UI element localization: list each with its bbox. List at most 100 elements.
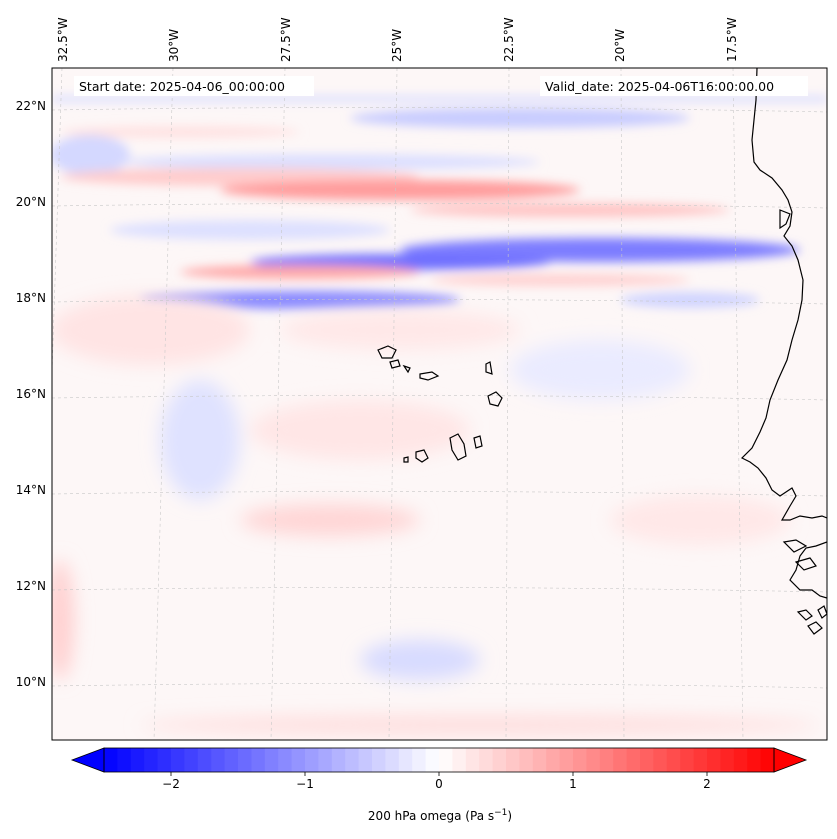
valid-date-text: Valid_date: 2025-04-06T16:00:00.00 (545, 79, 774, 94)
colorbar-segment (519, 748, 534, 772)
africa-coast (740, 68, 827, 521)
start-date-box (74, 76, 314, 96)
colorbar-segment (626, 748, 641, 772)
lat-label: 10°N (16, 675, 46, 689)
colorbar-tick-label: 0 (435, 777, 443, 791)
omega-band-18-5n-blue (400, 238, 800, 262)
lat-label: 20°N (16, 195, 46, 209)
colorbar-segment (278, 748, 293, 772)
lon-label: 20°W (613, 29, 627, 62)
lon-label: 30°W (167, 29, 181, 62)
colorbar-segment (733, 748, 748, 772)
cape-verde-islands (377, 345, 503, 463)
colorbar-segment (707, 748, 721, 772)
lon-label: 17.5°W (725, 17, 739, 62)
colorbar-segment (318, 748, 333, 772)
island-santiago (449, 433, 467, 461)
colorbar: −2 −1 0 1 2 200 hPa omega (Pa s−1) (70, 747, 808, 823)
colorbar-segment (345, 748, 360, 772)
colorbar-segment (613, 748, 628, 772)
colorbar-tick-label: −2 (162, 777, 180, 791)
omega-patch-13n-red (240, 504, 420, 536)
lat-label: 16°N (16, 387, 46, 401)
colorbar-segment (412, 748, 427, 772)
colorbar-segment (760, 748, 775, 772)
island-boa-vista (487, 391, 503, 407)
colorbar-segment (492, 748, 507, 772)
island-sao-vicente (389, 359, 401, 369)
omega-blob-west-blue (52, 135, 130, 175)
coast-inlet-2 (782, 539, 808, 553)
colorbar-segment (171, 748, 185, 772)
colorbar-segment (720, 748, 735, 772)
colorbar-segment (130, 748, 145, 772)
coast-inlet (779, 209, 791, 230)
omega-patch-coast-red (610, 495, 790, 545)
colorbar-segment (479, 748, 494, 772)
lon-tick-labels: 32.5°W 30°W 27.5°W 25°W 22.5°W 20°W 17.5… (56, 17, 739, 62)
coastline (740, 68, 827, 635)
omega-band-19n-red-east (410, 203, 730, 217)
lat-tick-labels: 22°N 20°N 18°N 16°N 14°N 12°N 10°N (16, 99, 46, 689)
colorbar-segment (666, 748, 681, 772)
omega-patch-east-blue (510, 340, 690, 400)
colorbar-segment (573, 748, 587, 772)
omega-patch-central-red (280, 310, 520, 350)
coast-inlet-3 (794, 557, 817, 571)
africa-coast-south (789, 541, 827, 599)
colorbar-segment (211, 748, 226, 772)
colorbar-segment (398, 748, 413, 772)
omega-patch-10n-blue (360, 640, 480, 680)
start-date-text: Start date: 2025-04-06_00:00:00 (79, 79, 285, 94)
colorbar-segment (197, 748, 212, 772)
island-fogo (415, 449, 429, 463)
colorbar-label: 200 hPa omega (Pa s−1) (368, 808, 512, 823)
colorbar-segment (224, 748, 239, 772)
lat-label: 14°N (16, 483, 46, 497)
omega-band-18n-red-east (430, 274, 690, 286)
colorbar-segment (452, 748, 467, 772)
omega-field (52, 96, 827, 735)
colorbar-segment (305, 748, 319, 772)
lon-label: 32.5°W (56, 17, 70, 62)
lat-label: 12°N (16, 579, 46, 593)
colorbar-segment (546, 748, 561, 772)
omega-blob-north-blue (350, 108, 690, 128)
omega-band-18n-red (180, 265, 420, 279)
island-sal (485, 361, 493, 375)
colorbar-segment (532, 748, 547, 772)
colorbar-segment (439, 748, 453, 772)
colorbar-segment (117, 748, 132, 772)
omega-blob-coast-blue (620, 292, 760, 308)
omega-band-top-blue (52, 96, 827, 102)
colorbar-segment (559, 748, 574, 772)
omega-patch-west-red (52, 295, 250, 365)
colorbar-tick-label: 2 (703, 777, 711, 791)
colorbar-segment (599, 748, 614, 772)
island-santa-luzia (402, 364, 411, 374)
colorbar-segment (144, 748, 159, 772)
omega-patch-west-edge-red (52, 560, 74, 680)
omega-patch-sw-blue (160, 380, 240, 500)
colorbar-segment (331, 748, 346, 772)
island-santo-antao (377, 345, 397, 359)
colorbar-segment (251, 748, 266, 772)
colorbar-segment (104, 748, 118, 772)
lat-label: 22°N (16, 99, 46, 113)
map-panel (52, 68, 827, 740)
colorbar-segment (747, 748, 762, 772)
colorbar-tick-label: 1 (569, 777, 577, 791)
colorbar-segment (506, 748, 520, 772)
island-sao-nicolau (419, 371, 440, 381)
lon-label: 27.5°W (279, 17, 293, 62)
omega-patch-islands-red (250, 400, 470, 460)
island-maio (473, 435, 483, 449)
omega-band-20n-blue (120, 154, 540, 170)
colorbar-segment (372, 748, 386, 772)
colorbar-segment (640, 748, 654, 772)
colorbar-segment (680, 748, 695, 772)
colorbar-segments (104, 748, 775, 772)
colorbar-segment (358, 748, 373, 772)
omega-band-19n-red (220, 180, 580, 200)
